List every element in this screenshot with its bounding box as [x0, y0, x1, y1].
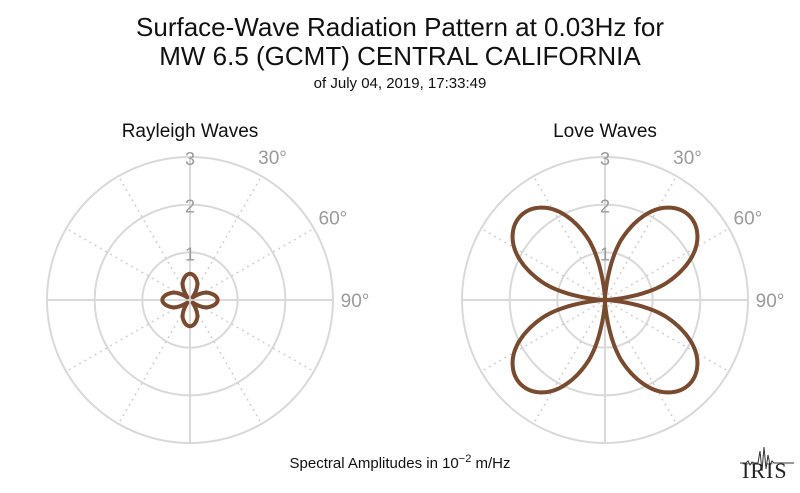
chart-1-angle-spoke — [189, 227, 315, 301]
chart-2-title: Love Waves — [553, 121, 657, 142]
chart-subtitle: of July 04, 2019, 17:33:49 — [313, 75, 487, 92]
chart-1-title: Rayleigh Waves — [122, 121, 259, 142]
chart-1-angle-spoke — [65, 299, 191, 373]
chart-2-angle-tick-label: 30° — [673, 148, 702, 169]
chart-title-line-2: MW 6.5 (GCMT) CENTRAL CALIFORNIA — [159, 41, 641, 71]
chart-1-angle-tick-label: 30° — [258, 148, 287, 169]
chart-2-angle-tick-label: 90° — [756, 291, 785, 312]
chart-2-radial-tick-label: 1 — [600, 244, 610, 264]
seismogram-icon — [740, 446, 794, 472]
iris-logo-text: IRIS — [742, 458, 788, 483]
chart-1-angle-spoke — [65, 227, 191, 301]
chart-1-angle-spoke — [189, 299, 263, 425]
chart-2-angle-tick-label: 60° — [734, 209, 763, 230]
chart-2-radiation-curve — [510, 205, 700, 395]
chart-1-radial-tick-label: 3 — [185, 149, 195, 169]
chart-title-line-1: Surface-Wave Radiation Pattern at 0.03Hz… — [136, 12, 664, 42]
chart-1-radial-tick-label: 1 — [185, 244, 195, 264]
chart-2-radial-tick-label: 3 — [600, 149, 610, 169]
chart-1-angle-tick-label: 60° — [319, 209, 348, 230]
chart-1-angle-tick-label: 90° — [341, 291, 370, 312]
chart-1-radiation-curve — [160, 271, 220, 329]
chart-1-angle-spoke — [189, 175, 263, 301]
amplitude-units-caption: Spectral Amplitudes in 10−2 m/Hz — [0, 453, 800, 472]
units-prefix: Spectral Amplitudes in 10 — [289, 455, 459, 472]
chart-2-radial-tick-label: 2 — [600, 197, 610, 217]
chart-1-angle-spoke — [117, 175, 191, 301]
units-exponent: −2 — [458, 453, 472, 465]
chart-1-angle-spoke — [117, 299, 191, 425]
units-suffix: m/Hz — [471, 455, 511, 472]
chart-1-angle-spoke — [189, 299, 315, 373]
chart-1-radial-tick-label: 2 — [185, 197, 195, 217]
